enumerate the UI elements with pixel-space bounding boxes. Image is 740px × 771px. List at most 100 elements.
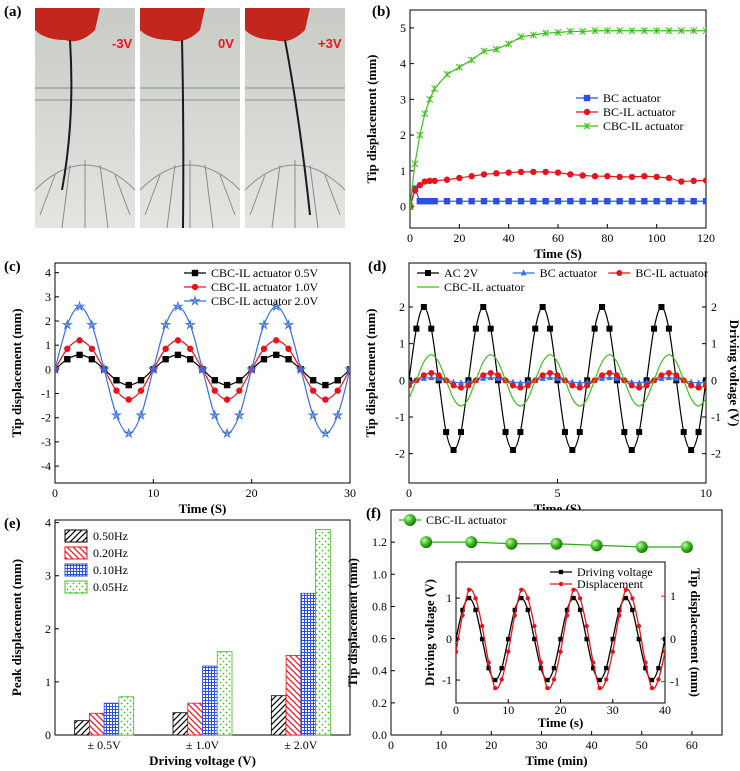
marker: [547, 374, 554, 381]
marker: [538, 660, 544, 665]
marker: [409, 377, 412, 384]
y-tick-label: 1: [45, 338, 51, 352]
x-tick-label: 10: [147, 486, 159, 500]
marker: [636, 379, 643, 386]
marker: [702, 27, 706, 35]
marker: [566, 27, 574, 35]
legend-label: CBC-IL actuator: [603, 119, 684, 133]
y-axis-label: Tip displacement (mm): [9, 308, 24, 437]
plot-area: [55, 300, 350, 439]
marker: [610, 649, 615, 654]
marker: [512, 607, 517, 613]
marker: [597, 677, 602, 683]
marker: [466, 587, 472, 592]
marker: [479, 636, 485, 642]
marker: [649, 685, 655, 691]
marker: [221, 427, 233, 439]
x-tick-label: 0: [388, 738, 394, 752]
photo-caption: -3V: [112, 36, 133, 51]
marker: [411, 160, 419, 168]
marker: [517, 33, 525, 41]
marker: [416, 181, 424, 189]
y-tick-label: 0: [45, 728, 51, 742]
marker: [273, 351, 280, 359]
x-tick-label: 40: [659, 703, 671, 717]
marker: [584, 636, 589, 642]
panel-label: (d): [368, 259, 386, 275]
marker: [174, 351, 182, 359]
x-tick-label: 30: [607, 703, 619, 717]
marker: [542, 168, 549, 176]
marker: [610, 636, 615, 642]
marker: [421, 178, 428, 185]
marker: [690, 177, 697, 185]
bar: [285, 654, 302, 736]
bar: [300, 592, 316, 736]
marker: [404, 514, 416, 526]
x-axis-label: Time (min): [525, 753, 587, 768]
marker: [517, 384, 524, 391]
plot-frame: [409, 9, 707, 229]
legend-label: 0.05Hz: [93, 580, 128, 594]
marker: [576, 384, 583, 391]
y-axis-label: Driving voltage (V): [422, 579, 437, 686]
marker: [628, 382, 635, 389]
marker: [344, 363, 350, 375]
marker: [420, 304, 427, 310]
marker: [564, 613, 570, 618]
bar: [187, 702, 203, 736]
marker: [456, 197, 463, 205]
marker: [579, 172, 586, 179]
marker: [547, 325, 554, 332]
marker: [665, 27, 673, 35]
marker: [426, 197, 433, 205]
marker: [525, 596, 531, 601]
marker: [583, 122, 591, 130]
marker: [236, 387, 243, 394]
marker: [98, 363, 110, 375]
marker: [236, 377, 243, 384]
marker: [211, 387, 218, 394]
plot-frame: [54, 262, 351, 484]
marker: [517, 197, 525, 205]
x-tick-label: 40: [586, 738, 598, 752]
marker: [623, 595, 629, 601]
marker: [641, 172, 648, 180]
marker: [512, 613, 517, 618]
marker: [443, 429, 450, 436]
marker: [677, 27, 685, 35]
marker: [617, 607, 622, 613]
legend-label: 0.20Hz: [93, 546, 128, 560]
marker: [690, 27, 698, 35]
y2-tick-label: 2: [711, 300, 717, 314]
marker: [443, 197, 451, 205]
marker: [665, 370, 672, 376]
x-tick-label: ± 1.0V: [186, 738, 220, 752]
marker: [460, 613, 465, 618]
marker: [55, 363, 61, 375]
marker: [678, 178, 685, 185]
y-tick-label: 3: [400, 92, 406, 106]
y-tick-label: 2: [45, 314, 51, 328]
marker: [457, 384, 464, 391]
marker: [307, 409, 319, 421]
y-axis-label: Tip displacement (mm): [363, 308, 378, 437]
legend-label: Driving voltage: [577, 565, 653, 579]
marker: [492, 685, 498, 691]
marker: [551, 677, 557, 682]
y2-tick-label: 0: [670, 632, 676, 646]
marker: [567, 171, 574, 178]
marker: [285, 356, 292, 363]
marker: [191, 269, 199, 277]
marker: [487, 374, 494, 381]
y-tick-label: -1: [41, 387, 51, 401]
marker: [309, 387, 317, 394]
marker: [64, 345, 71, 353]
marker: [460, 607, 465, 613]
series-line: [55, 305, 350, 435]
marker: [435, 372, 442, 379]
marker: [665, 325, 672, 332]
marker: [569, 447, 576, 453]
marker: [456, 174, 463, 182]
